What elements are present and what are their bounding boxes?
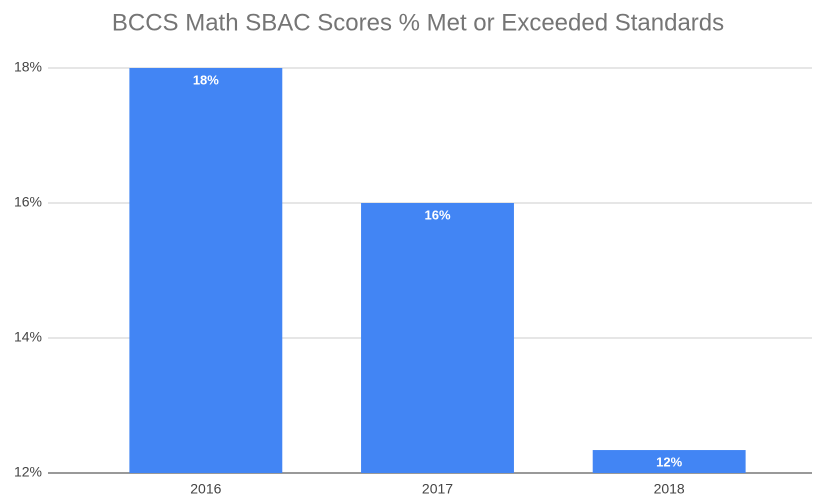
bar	[361, 203, 514, 473]
y-tick-label: 16%	[14, 194, 42, 210]
chart-title: BCCS Math SBAC Scores % Met or Exceeded …	[112, 9, 724, 36]
data-label: 12%	[656, 454, 682, 469]
x-tick-label: 2016	[190, 481, 221, 497]
x-tick-label: 2017	[422, 481, 453, 497]
bar	[129, 68, 283, 473]
data-label: 18%	[193, 72, 219, 87]
x-tick-label: 2018	[654, 481, 685, 497]
y-tick-label: 18%	[14, 59, 42, 75]
y-tick-label: 12%	[14, 464, 42, 480]
data-label: 16%	[424, 207, 450, 222]
bar	[592, 450, 746, 473]
y-tick-label: 14%	[14, 329, 42, 345]
